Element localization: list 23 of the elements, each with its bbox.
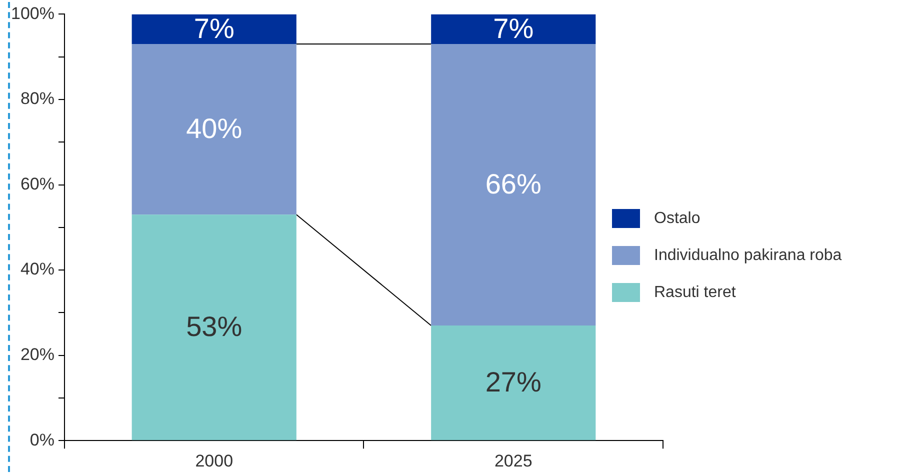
x-tick-label: 2000 [195, 451, 234, 470]
bar [132, 214, 296, 440]
y-tick-label: 80% [20, 89, 54, 108]
bar [431, 325, 596, 440]
data-label: 7% [493, 12, 534, 44]
bar [431, 44, 596, 326]
bar [132, 14, 296, 44]
legend-label: Individualno pakirana roba [654, 246, 842, 264]
bar [132, 44, 296, 215]
data-label: 66% [485, 168, 542, 200]
legend-label: Ostalo [654, 210, 700, 228]
data-label: 27% [485, 366, 542, 398]
data-label: 53% [186, 311, 242, 342]
data-label: 7% [194, 12, 234, 44]
y-tick-label: 60% [20, 174, 54, 194]
x-tick-label: 2025 [494, 451, 532, 470]
y-tick-label: 0% [30, 430, 54, 450]
legend-label: Rasuti teret [654, 284, 736, 302]
data-label: 40% [186, 113, 242, 144]
y-tick-label: 100% [10, 4, 54, 23]
bar [431, 14, 596, 44]
y-tick-label: 20% [20, 345, 54, 364]
y-tick-label: 40% [20, 260, 54, 279]
